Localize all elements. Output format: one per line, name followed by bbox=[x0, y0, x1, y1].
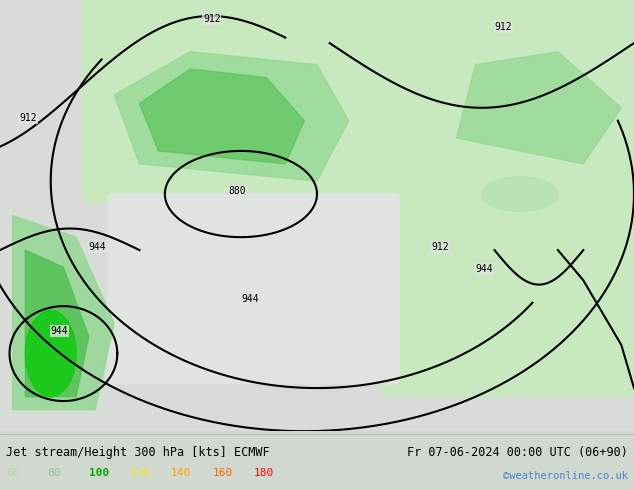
Text: 944: 944 bbox=[89, 242, 107, 252]
Text: 60: 60 bbox=[6, 468, 20, 478]
Polygon shape bbox=[456, 52, 621, 164]
Text: 944: 944 bbox=[476, 264, 493, 273]
FancyBboxPatch shape bbox=[108, 194, 399, 384]
Text: 120: 120 bbox=[130, 468, 150, 478]
Text: 912: 912 bbox=[203, 14, 221, 24]
Text: 912: 912 bbox=[495, 22, 512, 32]
Ellipse shape bbox=[25, 311, 76, 397]
Text: 100: 100 bbox=[89, 468, 109, 478]
Text: 180: 180 bbox=[254, 468, 274, 478]
Text: 944: 944 bbox=[241, 294, 259, 304]
Text: Fr 07-06-2024 00:00 UTC (06+90): Fr 07-06-2024 00:00 UTC (06+90) bbox=[407, 446, 628, 459]
Polygon shape bbox=[114, 52, 349, 181]
Polygon shape bbox=[13, 216, 114, 410]
Text: ©weatheronline.co.uk: ©weatheronline.co.uk bbox=[503, 471, 628, 481]
Polygon shape bbox=[25, 250, 89, 397]
Text: 140: 140 bbox=[171, 468, 191, 478]
Text: 912: 912 bbox=[19, 113, 37, 122]
Text: 160: 160 bbox=[212, 468, 233, 478]
Text: 944: 944 bbox=[51, 326, 68, 336]
Text: 912: 912 bbox=[431, 242, 449, 252]
Text: 880: 880 bbox=[228, 186, 246, 196]
Polygon shape bbox=[139, 69, 304, 164]
Ellipse shape bbox=[482, 177, 558, 211]
FancyBboxPatch shape bbox=[444, 0, 634, 203]
Text: Jet stream/Height 300 hPa [kts] ECMWF: Jet stream/Height 300 hPa [kts] ECMWF bbox=[6, 446, 270, 459]
FancyBboxPatch shape bbox=[82, 0, 456, 203]
FancyBboxPatch shape bbox=[380, 164, 634, 397]
Text: 80: 80 bbox=[48, 468, 61, 478]
